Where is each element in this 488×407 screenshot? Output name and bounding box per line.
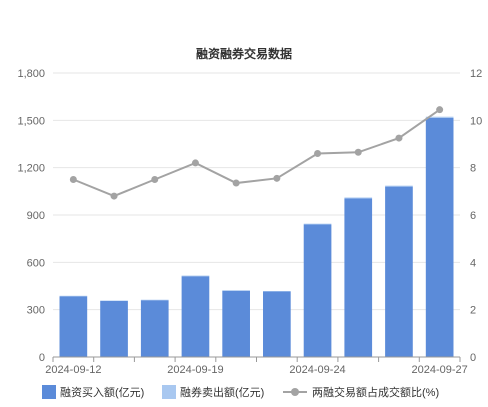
line-point-margin-ratio [395,134,403,142]
line-point-margin-ratio [354,148,362,156]
line-point-margin-ratio [151,176,159,183]
left-axis-tick-label: 300 [27,305,45,317]
bar-financing-buy [303,224,332,357]
legend-label-financing-buy: 融资买入额(亿元) [60,386,144,399]
left-axis-tick-label: 900 [27,210,45,222]
right-axis-tick-label: 8 [470,163,476,175]
bar-securities-sell [181,275,210,277]
bar-securities-sell [303,223,332,225]
legend-swatch-securities-sell [162,385,176,399]
bar-securities-sell [385,185,413,187]
right-axis-tick-label: 10 [470,115,482,127]
legend-item-securities-sell[interactable]: 融券卖出额(亿元) [162,385,264,399]
bar-financing-buy [140,300,169,357]
line-point-margin-ratio [191,159,199,167]
x-axis-tick-label: 2024-09-19 [167,364,223,376]
line-point-margin-ratio [232,179,240,187]
axes: 0 300 600 900 1,200 1,500 1,800 0 2 4 6 8 10 12 2024-0… [17,68,482,376]
line-margin-ratio [72,108,441,198]
legend: 融资买入额(亿元) 融券卖出额(亿元) 两融交易额占成交额比(%) [42,385,439,399]
bar-financing-buy [222,290,250,357]
bar-securities-sell [344,197,373,199]
right-axis-tick-label: 4 [470,257,476,269]
legend-marker-margin-ratio [291,388,299,396]
bar-financing-buy [181,276,210,357]
right-axis-tick-label: 0 [470,352,476,364]
right-axis-tick-label: 12 [470,68,482,80]
line-point-margin-ratio [436,106,444,114]
bar-financing-buy [344,198,373,357]
x-axis-tick-label: 2024-09-27 [412,364,468,376]
legend-item-financing-buy[interactable]: 融资买入额(亿元) [42,385,144,399]
bar-financing-buy [425,117,454,357]
line-series [69,106,444,200]
left-axis-tick-label: 1,200 [17,163,45,175]
left-axis-tick-label: 0 [39,352,45,364]
line-point-margin-ratio [273,174,281,182]
bar-financing-buy [263,291,291,357]
right-axis-tick-label: 6 [470,210,476,222]
line-point-margin-ratio [69,176,77,183]
bar-financing-buy [385,186,413,357]
legend-label-margin-ratio: 两融交易额占成交额比(%) [312,385,439,399]
line-point-margin-ratio [314,149,322,157]
right-axis-tick-label: 2 [470,305,476,317]
x-axis-tick-label: 2024-09-12 [45,364,101,376]
left-axis-tick-label: 600 [27,257,45,269]
legend-swatch-financing-buy [42,385,56,399]
bar-securities-sell [425,116,454,118]
legend-item-margin-ratio[interactable]: 两融交易额占成交额比(%) [283,385,439,399]
bar-financing-buy [59,296,88,357]
bar-financing-buy [100,300,128,357]
left-axis-tick-label: 1,800 [17,68,45,80]
bar-series [59,116,454,357]
left-axis-tick-label: 1,500 [17,115,45,127]
chart-title: 融资融券交易数据 [196,46,292,61]
legend-label-securities-sell: 融券卖出额(亿元) [180,385,264,399]
line-point-margin-ratio [110,192,118,200]
x-axis-tick-label: 2024-09-24 [289,364,345,376]
